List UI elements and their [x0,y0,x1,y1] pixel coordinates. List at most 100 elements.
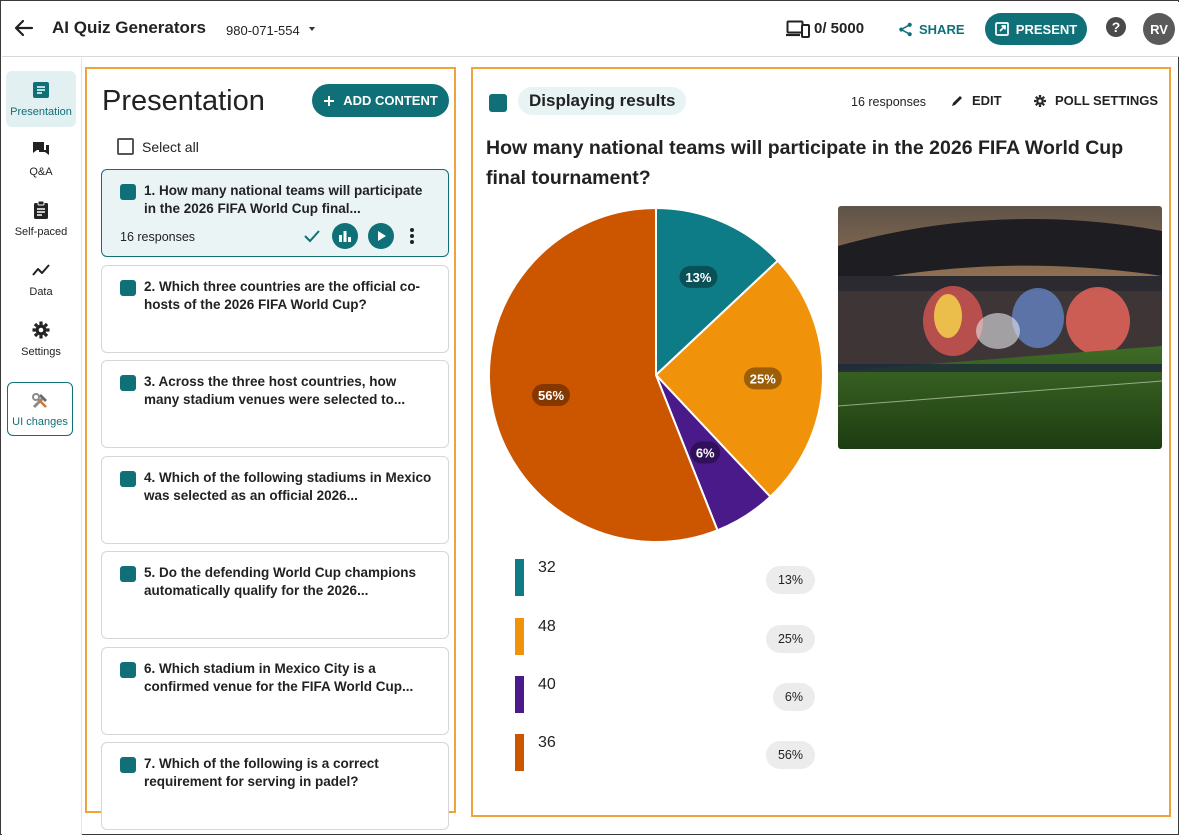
results-response-count: 16 responses [851,95,927,109]
question-icon [120,757,136,773]
question-text: 5. Do the defending World Cup champions … [144,565,417,598]
legend-row: 48 25% [515,618,815,658]
pie-slice [654,259,824,499]
present-label: PRESENT [1015,21,1078,37]
legend-label: 36 [538,734,556,751]
chart-line-icon [32,264,50,276]
question-card[interactable]: 6. Which stadium in Mexico City is a con… [101,647,449,735]
question-icon [120,471,136,487]
results-button[interactable] [332,223,358,249]
legend-percent: 25% [765,625,815,653]
share-button[interactable]: SHARE [898,19,965,39]
edit-button[interactable]: EDIT [950,93,1002,108]
legend-swatch [515,618,524,655]
check-icon[interactable] [302,226,322,246]
legend-swatch [515,676,524,713]
more-vert-icon[interactable] [404,226,420,246]
results-panel: Displaying results 16 responses EDIT POL… [471,67,1171,817]
present-button[interactable]: PRESENT [985,13,1087,45]
question-list-panel: Presentation ADD CONTENT Select all 1. H… [85,67,456,830]
ui-changes-button[interactable]: UI changes [7,382,73,436]
clipboard-icon [34,200,48,219]
play-button[interactable] [368,223,394,249]
legend-label: 40 [538,676,556,693]
gear-icon [1034,94,1046,107]
question-icon [120,566,136,582]
pie-slice [655,206,780,378]
question-text: 2. Which three countries are the officia… [144,279,421,312]
select-all[interactable]: Select all [117,138,199,155]
legend-swatch [515,559,524,596]
svg-text:56%: 56% [538,388,564,403]
poll-settings-label: POLL SETTINGS [1055,93,1159,108]
participant-count: 0/ 5000 [814,20,865,37]
pie-data-label: 13% [679,265,718,288]
plus-icon [324,95,335,106]
question-icon [120,280,136,296]
bar-chart-icon [339,231,351,242]
rail-label: Data [29,286,53,298]
svg-text:25%: 25% [750,371,776,386]
question-card[interactable]: 3. Across the three host countries, how … [101,360,449,448]
pencil-icon [952,95,962,106]
legend-row: 32 13% [515,559,815,599]
question-card[interactable]: 5. Do the defending World Cup champions … [101,551,449,639]
question-card[interactable]: 1. How many national teams will particip… [101,169,449,257]
poll-settings-button[interactable]: POLL SETTINGS [1033,93,1158,108]
results-heading: Displaying results [518,87,687,115]
pie-data-label: 6% [690,441,721,464]
question-card[interactable]: 2. Which three countries are the officia… [101,265,449,353]
add-content-label: ADD CONTENT [343,93,438,108]
question-text: 6. Which stadium in Mexico City is a con… [144,661,414,694]
question-icon [120,375,136,391]
chevron-down-icon[interactable] [309,27,315,31]
legend-row: 40 6% [515,676,815,716]
back-arrow-icon[interactable] [12,16,36,40]
gear-icon [32,321,50,339]
response-count: 16 responses [120,230,196,244]
legend-label: 48 [538,618,556,635]
question-icon [120,662,136,678]
top-bar: AI Quiz Generators 980-071-554 0/ 5000 S… [2,2,1179,57]
add-content-button[interactable]: ADD CONTENT [312,84,449,117]
rail-label: Settings [21,346,61,358]
avatar[interactable]: RV [1143,13,1175,45]
help-icon[interactable]: ? [1106,17,1126,37]
question-text: 7. Which of the following is a correct r… [144,756,379,789]
share-label: SHARE [919,21,965,37]
select-all-label: Select all [142,138,199,155]
presentation-icon [33,82,49,98]
rail-label: Q&A [29,166,53,178]
rail-label: Self-paced [14,226,68,238]
edit-label: EDIT [972,93,1002,108]
rail-item-presentation[interactable]: Presentation [6,71,76,127]
tools-icon [32,392,47,408]
svg-text:6%: 6% [696,446,715,461]
question-card[interactable]: 4. Which of the following stadiums in Me… [101,456,449,544]
legend-row: 36 56% [515,734,815,774]
stadium-image [838,206,1162,449]
play-icon [378,231,386,241]
share-icon [899,22,912,36]
legend-swatch [515,734,524,771]
card-actions [302,223,420,249]
question-card[interactable]: 7. Which of the following is a correct r… [101,742,449,830]
devices-icon [786,20,810,38]
rail-item-settings[interactable]: Settings [6,311,76,367]
pie-chart: 13% 25% 6% 56% [488,206,824,543]
session-code[interactable]: 980-071-554 [226,23,300,38]
question-text: 3. Across the three host countries, how … [144,374,406,407]
rail-label: Presentation [10,106,72,118]
rail-item-data[interactable]: Data [6,251,76,307]
legend-percent: 13% [765,566,815,594]
open-external-icon [994,22,1009,36]
ui-changes-label: UI changes [12,415,68,428]
question-icon [489,94,507,112]
rail-item-qa[interactable]: Q&A [6,131,76,187]
rail-item-self-paced[interactable]: Self-paced [6,191,76,247]
svg-text:13%: 13% [685,270,711,285]
question-text: 1. How many national teams will particip… [144,183,423,216]
select-all-checkbox[interactable] [117,138,134,155]
pie-data-label: 25% [743,367,782,390]
